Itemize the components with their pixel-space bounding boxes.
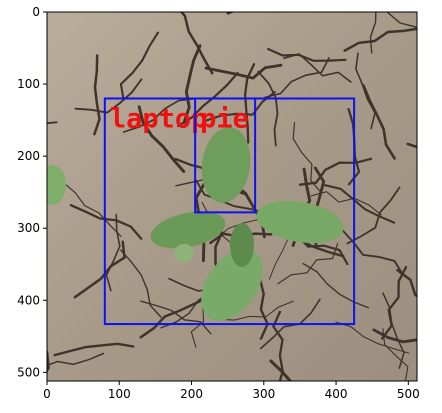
crack — [369, 12, 377, 54]
crack — [122, 97, 196, 133]
y-tick-label: 500 — [17, 365, 40, 379]
crack — [343, 27, 417, 52]
crack — [217, 300, 294, 321]
crack — [264, 57, 330, 99]
crack — [259, 298, 321, 350]
plant — [47, 127, 344, 321]
crack — [93, 54, 101, 136]
crack — [323, 184, 396, 224]
crack — [74, 78, 143, 114]
crack — [53, 342, 135, 357]
crack — [355, 52, 376, 130]
crack — [120, 249, 162, 318]
y-tick-label: 100 — [17, 77, 40, 91]
crack — [47, 350, 50, 374]
y-tick-label: 400 — [17, 293, 40, 307]
x-tick-label: 300 — [252, 387, 275, 401]
x-tick-label: 200 — [180, 387, 203, 401]
detection-label: pie — [200, 103, 249, 134]
crack — [382, 328, 409, 381]
bounding-box — [194, 97, 257, 214]
y-tick-label: 300 — [17, 221, 40, 235]
crack — [382, 292, 405, 369]
crack — [302, 262, 370, 309]
crack — [179, 12, 214, 75]
crack — [372, 328, 417, 344]
crack — [105, 213, 121, 292]
x-tick-label: 400 — [325, 387, 348, 401]
crack — [257, 70, 279, 147]
y-tick-label: 0 — [32, 5, 40, 19]
x-tick-label: 0 — [43, 387, 51, 401]
crack — [396, 268, 417, 298]
x-tick-label: 500 — [397, 387, 420, 401]
crack — [182, 44, 202, 124]
crack — [283, 53, 352, 83]
crack — [226, 12, 235, 15]
crack — [335, 321, 410, 354]
detection-label: laptop — [110, 103, 208, 134]
crack — [204, 63, 283, 80]
crack — [177, 72, 239, 128]
crack — [380, 265, 408, 340]
crack — [69, 204, 143, 240]
crack — [267, 47, 347, 62]
crack — [362, 84, 396, 160]
x-tick-label: 100 — [108, 387, 131, 401]
crack — [346, 186, 401, 245]
crack — [269, 359, 293, 381]
crack — [387, 12, 417, 32]
axes-frame — [46, 11, 418, 382]
crack — [119, 31, 160, 101]
crack — [62, 181, 122, 237]
crack — [292, 122, 322, 194]
crack — [277, 242, 339, 285]
crack — [47, 352, 105, 367]
crack — [243, 63, 256, 144]
crack — [204, 91, 276, 122]
y-tick-label: 200 — [17, 149, 40, 163]
crack — [137, 105, 186, 173]
crack — [73, 240, 126, 299]
crack — [195, 179, 267, 215]
crack — [310, 191, 382, 216]
